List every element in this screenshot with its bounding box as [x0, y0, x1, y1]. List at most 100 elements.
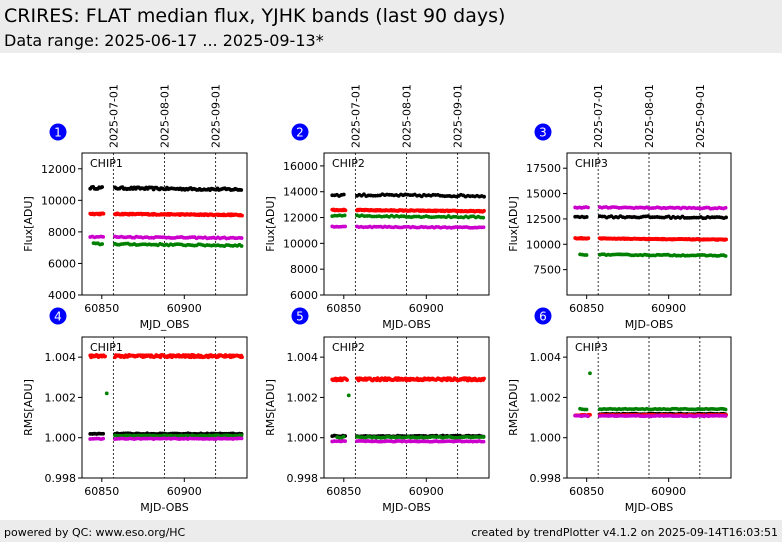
y-tick-label: 8000 — [48, 226, 76, 239]
y-tick-label: 0.998 — [287, 472, 319, 485]
data-point — [724, 215, 728, 220]
series-green — [578, 371, 728, 412]
data-point — [239, 188, 244, 192]
data-point — [723, 414, 728, 418]
report-subtitle: Data range: 2025-06-17 ... 2025-09-13* — [4, 31, 324, 50]
plot-frame — [323, 336, 490, 479]
series-green — [578, 252, 728, 258]
data-point — [481, 215, 486, 220]
data-point — [481, 225, 486, 230]
data-point — [586, 414, 590, 419]
data-point — [346, 393, 351, 398]
plot-frame — [323, 152, 490, 296]
data-point — [584, 215, 589, 219]
data-point — [239, 436, 244, 441]
series-magenta — [330, 224, 486, 230]
data-point — [586, 236, 591, 241]
date-marker-label: 2025-08-01 — [643, 84, 656, 148]
y-tick-label: 0.998 — [45, 472, 77, 485]
data-point — [482, 194, 486, 199]
series-black — [573, 214, 728, 221]
panel-badge-number: 1 — [54, 126, 62, 140]
chip-label: CHIP3 — [575, 157, 608, 170]
data-point — [345, 378, 349, 382]
chip-label: CHIP3 — [575, 341, 608, 354]
x-tick-label: 60900 — [167, 302, 202, 315]
chip-label: CHIP1 — [90, 341, 123, 354]
y-axis-label: RMS[ADU] — [264, 379, 277, 436]
y-tick-label: 1.002 — [287, 391, 319, 404]
data-point — [239, 433, 244, 438]
data-point — [724, 237, 728, 242]
data-point — [341, 192, 346, 197]
x-tick-label: 60900 — [651, 485, 686, 498]
x-tick-label: 60850 — [569, 302, 604, 315]
x-tick-label: 60900 — [651, 302, 686, 315]
series-magenta — [88, 436, 244, 442]
series-green — [330, 213, 486, 220]
data-point — [481, 439, 486, 444]
series-black — [330, 192, 486, 199]
series-magenta — [330, 439, 486, 444]
series-magenta — [88, 234, 244, 241]
series-red — [330, 376, 486, 383]
date-marker-label: 2025-08-01 — [159, 84, 172, 148]
data-point — [481, 435, 486, 439]
y-axis-label: Flux[ADU] — [507, 196, 520, 252]
data-point — [104, 391, 109, 396]
x-tick-label: 60850 — [326, 485, 361, 498]
y-tick-label: 6000 — [48, 257, 76, 270]
y-axis-label: Flux[ADU] — [264, 196, 277, 252]
data-point — [341, 434, 346, 439]
data-point — [240, 213, 244, 218]
date-marker-label: 2025-09-01 — [210, 84, 223, 148]
date-marker-label: 2025-09-01 — [694, 84, 707, 148]
chip-label: CHIP2 — [332, 157, 365, 170]
y-tick-label: 6000 — [290, 289, 318, 302]
data-point — [103, 354, 107, 359]
y-tick-label: 16000 — [283, 160, 318, 173]
series-red — [573, 236, 728, 242]
x-axis-label: MJD-OBS — [140, 501, 188, 514]
data-point — [586, 205, 590, 210]
panel-badge — [291, 123, 309, 141]
panel-badge-number: 6 — [539, 310, 547, 324]
y-tick-label: 12000 — [283, 212, 318, 225]
y-axis-label: RMS[ADU] — [22, 379, 35, 436]
y-tick-label: 4000 — [48, 289, 76, 302]
date-marker-label: 2025-08-01 — [401, 84, 414, 148]
panel-badge — [534, 123, 552, 141]
data-point — [588, 371, 592, 376]
y-tick-label: 12500 — [526, 213, 561, 226]
y-tick-label: 10000 — [283, 237, 318, 250]
y-tick-label: 1.004 — [287, 351, 319, 364]
data-point — [101, 211, 106, 216]
data-point — [343, 224, 348, 229]
x-axis-label: MJD_OBS — [140, 318, 190, 331]
series-red — [88, 211, 244, 218]
y-tick-label: 1.002 — [45, 391, 77, 404]
y-tick-label: 7500 — [533, 264, 561, 277]
footer-generator: created by trendPlotter v4.1.2 on 2025-0… — [471, 526, 778, 539]
y-tick-label: 12000 — [41, 163, 76, 176]
chip-label: CHIP2 — [332, 341, 365, 354]
plot-frame — [81, 336, 248, 479]
data-point — [482, 208, 486, 213]
date-marker-label: 2025-07-01 — [107, 84, 120, 148]
date-marker-label: 2025-07-01 — [349, 84, 362, 148]
panel-badge — [49, 307, 67, 325]
panel-badge — [49, 123, 67, 141]
footer-credit: powered by QC: www.eso.org/HC — [4, 526, 186, 539]
panel-4: 4 CHIP1 60850 60900 MJD-OBS 0.998 1.000 1.002 1.… — [22, 307, 248, 514]
y-tick-label: 8000 — [290, 263, 318, 276]
date-marker-label: 2025-09-01 — [452, 84, 465, 148]
report-title: CRIRES: FLAT median flux, YJHK bands (la… — [4, 5, 506, 27]
panel-badge — [534, 307, 552, 325]
data-point — [723, 254, 728, 258]
data-point — [101, 234, 106, 239]
panel-5: 5 CHIP2 60850 60900 MJD-OBS 0.998 1.000 1.002 1.… — [264, 307, 490, 514]
data-point — [482, 376, 486, 381]
data-point — [343, 208, 348, 213]
y-tick-label: 1.000 — [287, 432, 319, 445]
series-red — [330, 207, 486, 214]
